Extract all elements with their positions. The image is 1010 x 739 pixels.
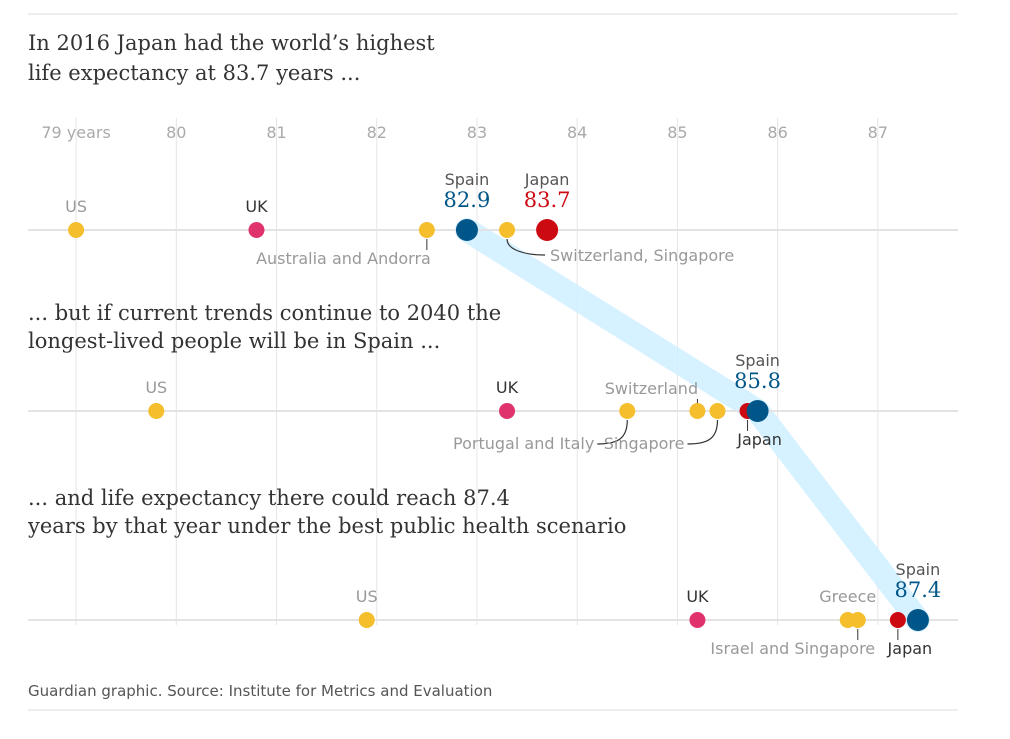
panel-baselines [28,229,958,621]
point-label: Australia and Andorra [256,249,431,268]
point-label: 85.8 [734,369,781,393]
x-tick-label: 83 [467,123,487,142]
x-tick-label: 87 [868,123,888,142]
point-label: Greece [819,587,876,606]
label-leader [597,419,628,445]
panel-title-line: In 2016 Japan had the world’s highest [28,31,435,55]
point-label: 87.4 [895,578,942,602]
point-label: Switzerland, Singapore [550,246,734,265]
point-label: UK [686,587,709,606]
point-label: US [356,587,378,606]
point-israel-and-singapore [849,612,866,628]
label-leader [506,238,546,256]
panel-title-line: life expectancy at 83.7 years ... [28,61,360,85]
point-label: Spain [896,560,941,579]
x-tick-label: 85 [667,123,687,142]
panel-title-line: ... and life expectancy there could reac… [28,486,510,510]
point-switzerland [689,403,706,419]
x-tick-label: 84 [567,123,587,142]
point-australia-and-andorra [418,222,435,238]
x-tick-label: 82 [367,123,387,142]
spain-connector-band [454,218,930,632]
label-leaders [426,238,899,640]
point-us [68,222,85,238]
point-label: Japan [887,639,933,658]
point-label: Japan [736,430,782,449]
x-tick-label: 86 [767,123,787,142]
point-label: Spain [445,170,490,189]
point-label: 83.7 [524,188,571,212]
point-us [148,403,165,419]
x-tick-label: 79 years [41,123,110,142]
panel-title-line: longest-lived people will be in Spain ..… [28,329,440,353]
point-label: US [65,197,87,216]
point-spain [746,400,769,422]
x-tick-label: 81 [266,123,286,142]
point-label: UK [496,378,519,397]
point-japan [536,219,559,241]
x-axis-ticks: 79 years 80 81 82 83 84 85 86 87 [41,123,888,142]
point-label: Switzerland [605,379,698,398]
point-label: Israel and Singapore [710,639,875,658]
point-japan [889,612,906,628]
source-note: Guardian graphic. Source: Institute for … [28,682,492,700]
spain-connector [454,218,930,632]
panel-title-line: ... but if current trends continue to 20… [28,301,501,325]
point-spain [455,219,478,241]
data-points [68,219,929,631]
point-uk [248,222,265,238]
point-label: US [145,378,167,397]
point-label: Spain [735,351,780,370]
panel-title-line: years by that year under the best public… [27,514,626,538]
point-label: Japan [524,170,570,189]
point-label: 82.9 [444,188,491,212]
point-label: UK [245,197,268,216]
panel-titles: In 2016 Japan had the world’s highest lif… [27,31,626,538]
point-portugal-and-italy [619,403,636,419]
point-spain [906,609,929,631]
point-uk [689,612,706,628]
x-tick-label: 80 [166,123,186,142]
label-leader [687,419,719,445]
point-us [358,612,375,628]
point-singapore [709,403,726,419]
point-switzerland-singapore [499,222,516,238]
point-uk [499,403,516,419]
point-label: Portugal and Italy [453,434,594,453]
point-label: Singapore [604,434,685,453]
